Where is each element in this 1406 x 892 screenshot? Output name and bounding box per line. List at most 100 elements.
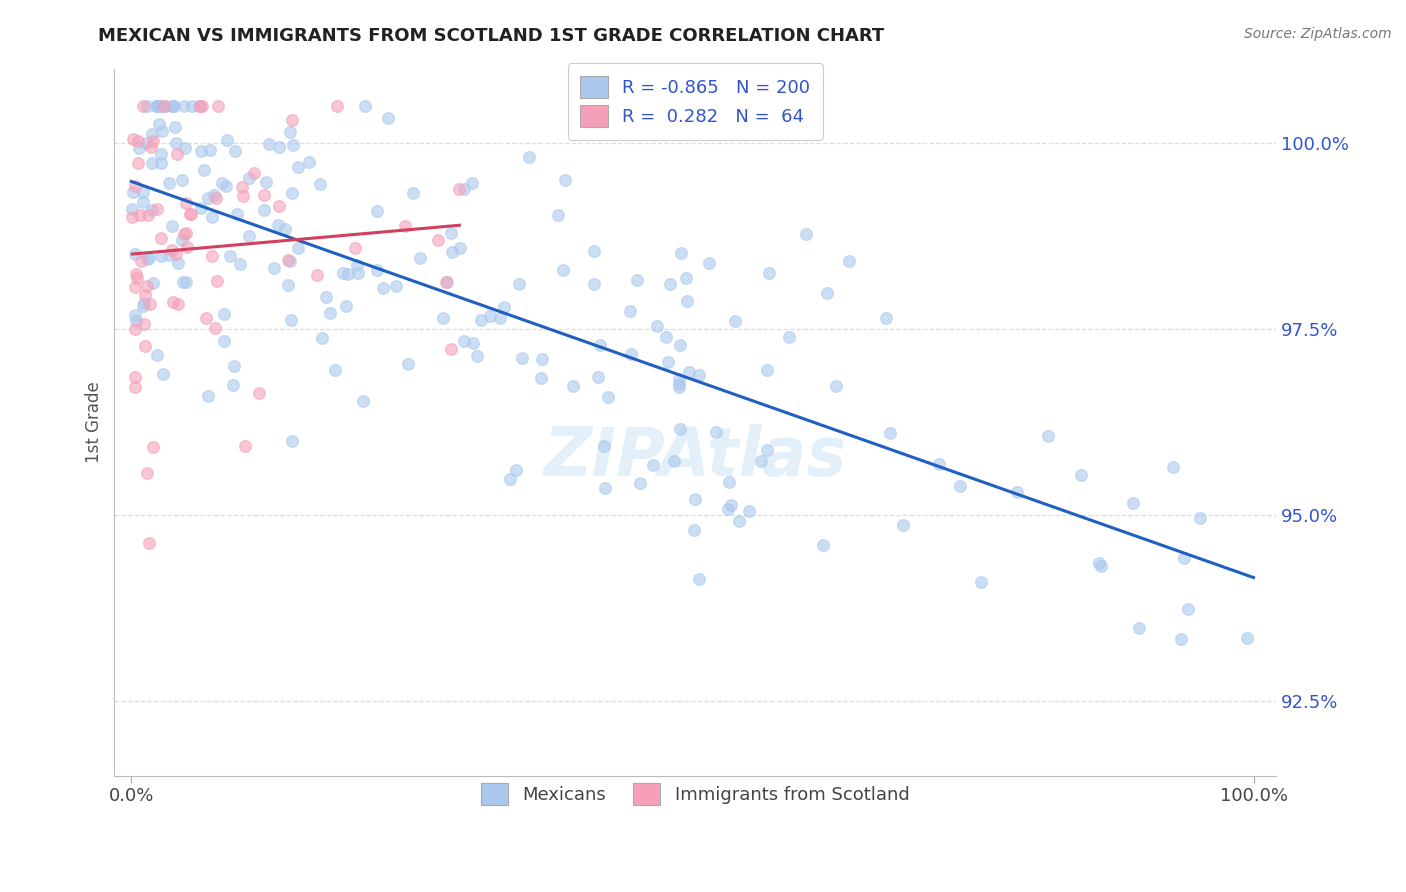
Point [813, 538, 835, 552]
Point [150, 124, 173, 138]
Point [583, 277, 606, 292]
Point [756, 363, 779, 377]
Point [704, 425, 727, 440]
Point [659, 277, 682, 291]
Point [668, 380, 690, 394]
Point [124, 280, 146, 294]
Point [432, 310, 454, 325]
Point [287, 160, 309, 174]
Point [132, 99, 155, 113]
Point [315, 290, 337, 304]
Point [436, 275, 458, 289]
Point [138, 536, 160, 550]
Point [188, 99, 211, 113]
Point [470, 313, 492, 327]
Point [204, 321, 226, 335]
Point [697, 256, 720, 270]
Point [205, 274, 228, 288]
Point [134, 288, 156, 302]
Point [212, 334, 235, 348]
Point [256, 175, 278, 189]
Point [224, 145, 246, 159]
Point [1038, 429, 1060, 443]
Point [311, 331, 333, 345]
Point [226, 207, 249, 221]
Point [1170, 632, 1192, 646]
Point [688, 572, 710, 586]
Point [332, 266, 354, 280]
Point [139, 297, 162, 311]
Point [280, 254, 302, 268]
Point [145, 99, 167, 113]
Point [253, 202, 276, 217]
Point [219, 249, 242, 263]
Point [173, 227, 195, 242]
Point [215, 178, 238, 193]
Point [1177, 602, 1199, 616]
Point [460, 176, 482, 190]
Point [815, 286, 838, 301]
Point [187, 99, 209, 113]
Point [163, 99, 186, 113]
Point [366, 203, 388, 218]
Point [434, 275, 457, 289]
Point [138, 252, 160, 266]
Point [838, 254, 860, 268]
Point [394, 219, 416, 234]
Point [668, 376, 690, 391]
Point [354, 99, 377, 113]
Point [149, 156, 172, 170]
Point [724, 313, 747, 327]
Point [276, 277, 298, 292]
Point [207, 99, 229, 113]
Point [263, 261, 285, 276]
Point [440, 245, 463, 260]
Point [305, 268, 328, 283]
Point [173, 99, 195, 113]
Point [136, 252, 159, 266]
Point [205, 191, 228, 205]
Point [148, 99, 170, 113]
Point [121, 211, 143, 225]
Point [1122, 495, 1144, 509]
Point [139, 140, 162, 154]
Point [173, 141, 195, 155]
Point [247, 385, 270, 400]
Point [402, 186, 425, 200]
Point [160, 244, 183, 258]
Point [928, 457, 950, 471]
Point [657, 354, 679, 368]
Point [948, 479, 970, 493]
Point [194, 311, 217, 326]
Point [593, 439, 616, 453]
Point [135, 136, 157, 150]
Point [628, 475, 651, 490]
Point [132, 186, 155, 200]
Point [174, 196, 197, 211]
Point [157, 176, 180, 190]
Point [267, 218, 290, 232]
Point [167, 297, 190, 311]
Point [190, 201, 212, 215]
Point [124, 370, 146, 384]
Point [142, 134, 165, 148]
Point [180, 206, 202, 220]
Point [231, 180, 253, 194]
Point [121, 132, 143, 146]
Point [396, 357, 419, 371]
Point [278, 125, 301, 139]
Point [201, 211, 224, 225]
Point [1163, 459, 1185, 474]
Point [620, 346, 643, 360]
Point [125, 268, 148, 282]
Point [598, 390, 620, 404]
Point [970, 574, 993, 589]
Point [148, 99, 170, 113]
Point [561, 378, 583, 392]
Point [1070, 468, 1092, 483]
Point [737, 504, 759, 518]
Point [453, 182, 475, 196]
Point [593, 482, 616, 496]
Point [124, 247, 146, 261]
Point [280, 186, 302, 200]
